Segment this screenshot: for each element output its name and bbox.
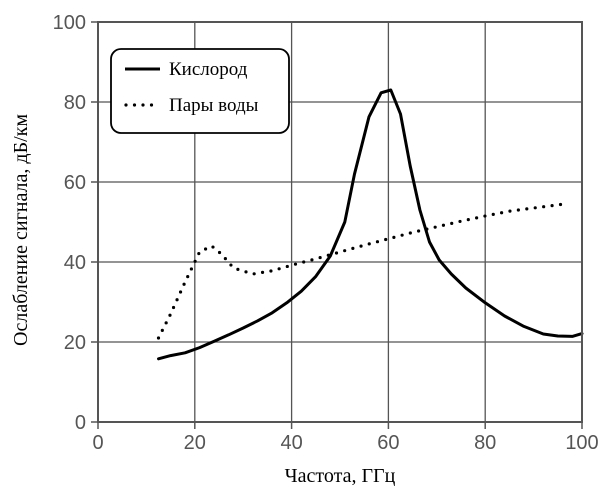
x-tick-label: 20 xyxy=(184,432,206,454)
y-tick-label: 100 xyxy=(53,12,86,34)
y-tick-label: 80 xyxy=(64,92,86,114)
x-tick-label: 80 xyxy=(474,432,496,454)
ticks: 0 20 40 60 80 100 0 20 40 60 80 100 xyxy=(53,12,599,454)
x-tick-label: 100 xyxy=(565,432,598,454)
x-tick-label: 60 xyxy=(377,432,399,454)
grid xyxy=(98,22,582,422)
oxygen-series-line xyxy=(157,88,584,361)
legend: Кислород Пары воды xyxy=(110,48,290,134)
x-tick-label: 40 xyxy=(280,432,302,454)
y-axis-title: Ослабление сигнала, дБ/км xyxy=(10,114,32,346)
water-vapor-series-line xyxy=(156,202,570,340)
y-tick-label: 0 xyxy=(75,412,86,434)
series-layer xyxy=(156,88,584,361)
y-tick-label: 40 xyxy=(64,252,86,274)
plot-frame xyxy=(97,21,583,423)
legend-label-water-vapor: Пары воды xyxy=(169,95,259,116)
y-tick-label: 60 xyxy=(64,172,86,194)
y-tick-label: 20 xyxy=(64,332,86,354)
x-axis-title: Частота, ГГц xyxy=(285,465,396,487)
legend-label-oxygen: Кислород xyxy=(169,59,248,80)
x-tick-label: 0 xyxy=(92,432,103,454)
